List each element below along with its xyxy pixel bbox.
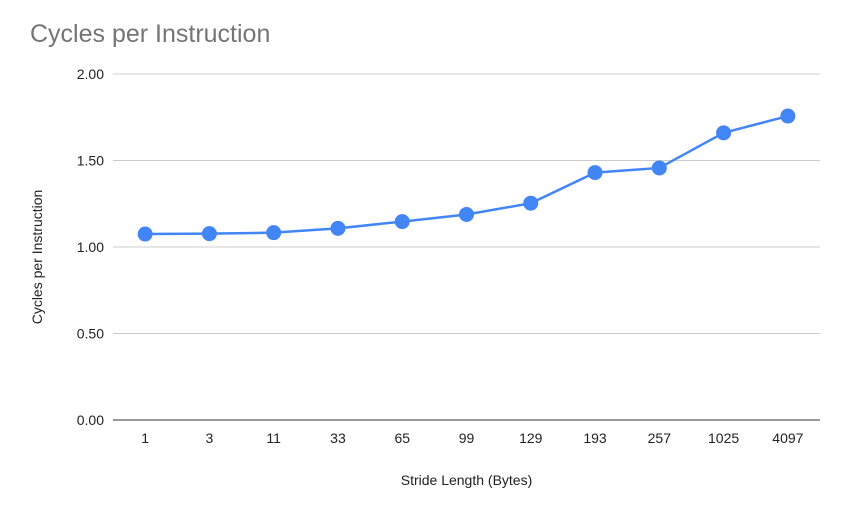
- data-point[interactable]: [716, 125, 732, 141]
- chart-title: Cycles per Instruction: [30, 20, 270, 48]
- x-tick-label: 193: [583, 430, 607, 446]
- x-tick-label: 257: [648, 430, 672, 446]
- data-point[interactable]: [201, 226, 217, 242]
- y-tick-labels: 0.00 0.50 1.00 1.50 2.00: [77, 66, 104, 428]
- data-point[interactable]: [651, 160, 667, 176]
- x-tick-label: 65: [394, 430, 410, 446]
- data-point[interactable]: [137, 226, 153, 242]
- y-tick-label: 1.00: [77, 239, 104, 255]
- data-point[interactable]: [523, 195, 539, 211]
- data-point[interactable]: [330, 220, 346, 236]
- y-tick-label: 0.00: [77, 412, 104, 428]
- y-tick-label: 1.50: [77, 153, 104, 169]
- x-tick-label: 11: [266, 430, 281, 446]
- x-axis-title: Stride Length (Bytes): [401, 472, 533, 488]
- gridlines: [113, 73, 820, 334]
- y-axis-title: Cycles per Instruction: [29, 190, 45, 325]
- data-point[interactable]: [587, 165, 603, 181]
- x-tick-label: 3: [206, 430, 214, 446]
- data-point[interactable]: [459, 206, 474, 222]
- y-tick-label: 0.50: [77, 326, 104, 342]
- data-series: [137, 108, 796, 242]
- x-tick-label: 129: [519, 430, 543, 446]
- x-tick-labels: 1 3 11 33 65 99 129 193 257 1025 4097: [141, 430, 803, 446]
- x-tick-label: 1: [141, 430, 149, 446]
- y-tick-label: 2.00: [77, 66, 104, 82]
- data-point[interactable]: [394, 214, 410, 230]
- x-tick-label: 4097: [772, 430, 803, 446]
- x-tick-label: 1025: [708, 430, 739, 446]
- x-tick-label: 33: [330, 430, 346, 446]
- x-tick-label: 99: [459, 430, 475, 446]
- data-point[interactable]: [780, 108, 796, 124]
- data-point[interactable]: [266, 225, 282, 241]
